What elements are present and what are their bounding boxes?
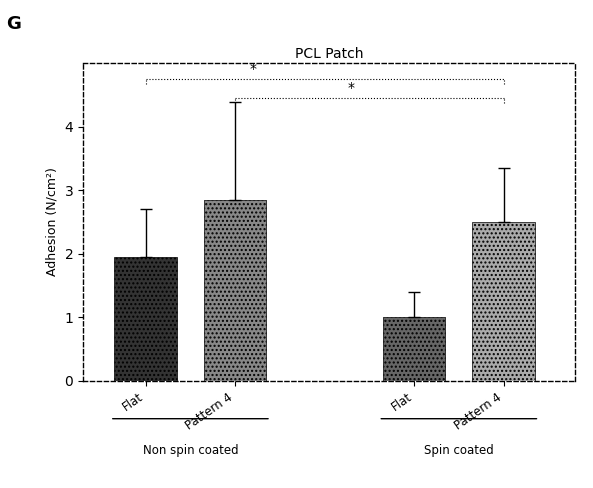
Text: Non spin coated: Non spin coated [142, 444, 238, 457]
Bar [204, 200, 266, 381]
Bar [114, 257, 177, 381]
Text: *: * [250, 62, 257, 76]
Text: *: * [348, 81, 355, 95]
Bar [383, 317, 445, 381]
Text: G: G [6, 15, 21, 33]
Bar [472, 222, 535, 381]
Title: PCL Patch: PCL Patch [295, 47, 364, 61]
Text: Spin coated: Spin coated [424, 444, 494, 457]
Y-axis label: Adhesion (N/cm²): Adhesion (N/cm²) [46, 167, 59, 277]
